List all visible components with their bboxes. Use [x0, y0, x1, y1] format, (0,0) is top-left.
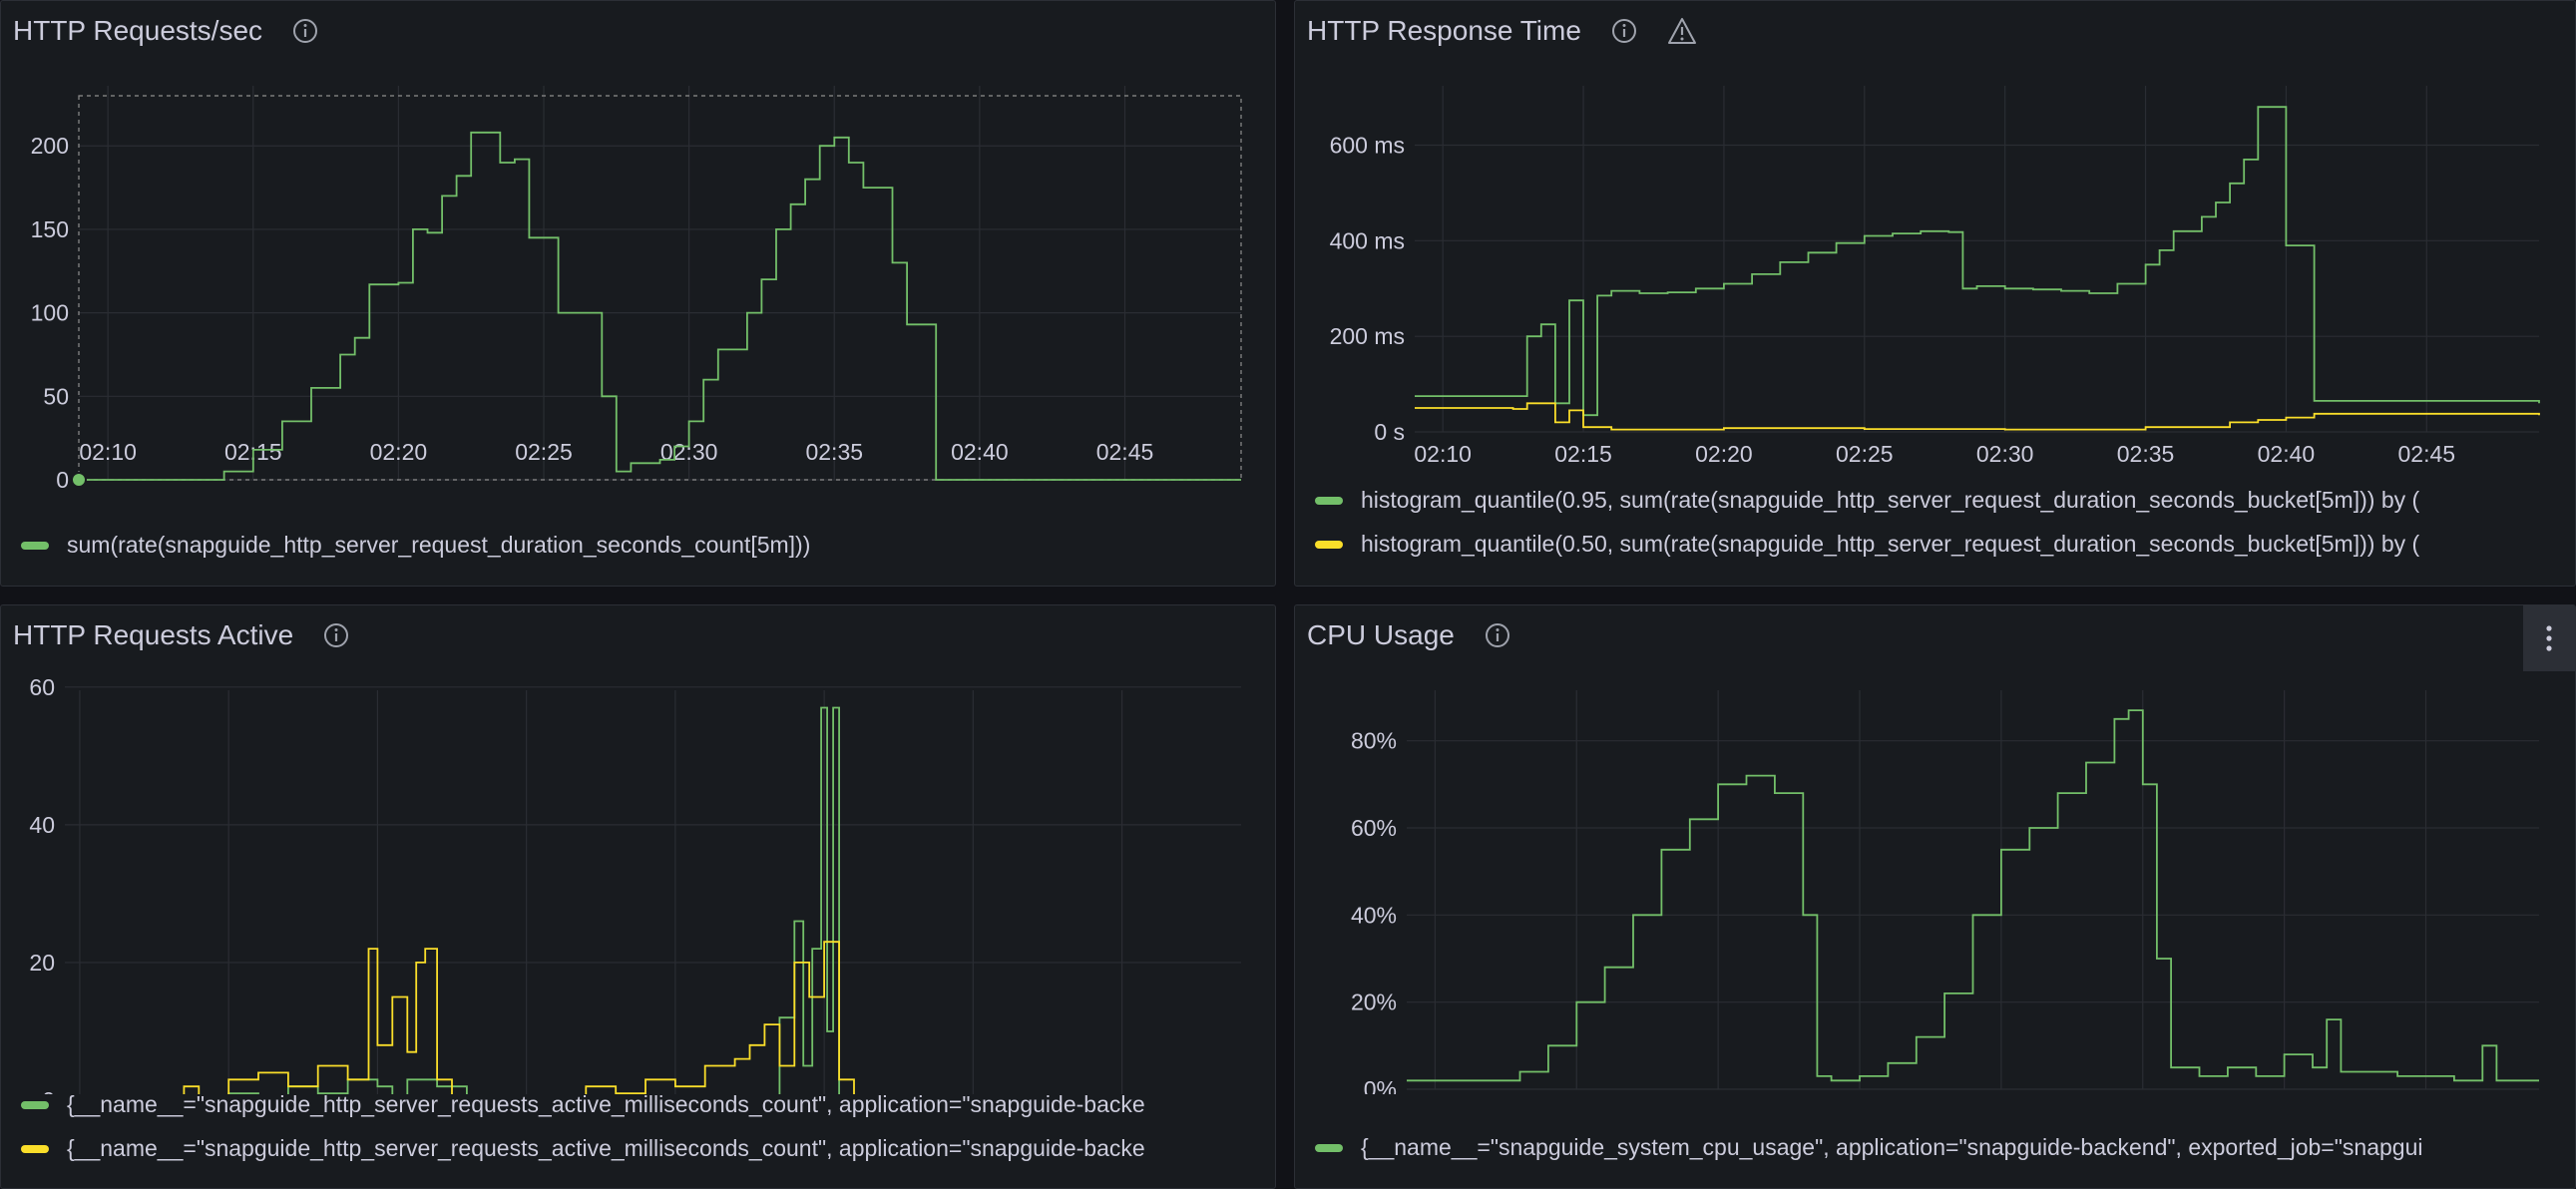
x-tick-label: 02:20 — [1695, 441, 1753, 467]
x-tick-label: 02:45 — [1096, 439, 1154, 465]
legend: {__name__="snapguide_system_cpu_usage", … — [1295, 1134, 2575, 1170]
legend-item[interactable]: histogram_quantile(0.95, sum(rate(snapgu… — [1315, 487, 2419, 514]
series-line-0[interactable] — [1415, 106, 2540, 417]
legend-label: histogram_quantile(0.50, sum(rate(snapgu… — [1361, 531, 2420, 557]
panel-header[interactable]: HTTP Requests Active — [1, 605, 1275, 665]
series-swatch — [21, 1100, 49, 1109]
y-tick-label: 0 — [56, 467, 69, 490]
y-tick-label: 50 — [43, 383, 69, 409]
legend: sum(rate(snapguide_http_server_request_d… — [1, 532, 1275, 568]
legend-label: {__name__="snapguide_system_cpu_usage", … — [1361, 1134, 2423, 1160]
series-swatch — [21, 541, 49, 550]
menu-icon — [2546, 625, 2552, 651]
info-icon[interactable] — [292, 18, 318, 44]
y-tick-label: 150 — [31, 216, 69, 242]
series-swatch — [1315, 540, 1343, 549]
panel-http-requests-active[interactable]: HTTP Requests Active 020406002:1002:1502… — [0, 604, 1276, 1189]
info-icon[interactable] — [1611, 18, 1637, 44]
series-line-0[interactable] — [79, 131, 1241, 481]
x-tick-label: 02:10 — [79, 439, 137, 465]
y-tick-label: 40 — [29, 812, 55, 838]
y-tick-label: 0 — [42, 1087, 55, 1094]
chart-cpu-usage[interactable]: 0%20%40%60%80%02:1002:1502:2002:2502:300… — [1295, 665, 2575, 1094]
series-line-0[interactable] — [1407, 709, 2539, 1082]
legend-label: {__name__="snapguide_http_server_request… — [67, 1091, 1145, 1117]
series-swatch — [21, 1144, 49, 1153]
panel-title: HTTP Requests/sec — [13, 15, 263, 46]
panel-header[interactable]: CPU Usage — [1295, 605, 2575, 665]
warning-icon[interactable] — [1667, 17, 1697, 45]
series-swatch — [1315, 496, 1343, 505]
panel-header[interactable]: HTTP Requests/sec — [1, 1, 1275, 61]
legend: histogram_quantile(0.95, sum(rate(snapgu… — [1295, 487, 2575, 567]
y-tick-label: 0 s — [1374, 419, 1405, 445]
legend-item[interactable]: sum(rate(snapguide_http_server_request_d… — [21, 532, 810, 559]
chart-http-requests-active[interactable]: 020406002:1002:1502:2002:2502:3002:3502:… — [1, 665, 1275, 1094]
x-tick-label: 02:10 — [1414, 441, 1472, 467]
y-tick-label: 100 — [31, 300, 69, 326]
series-swatch — [1315, 1143, 1343, 1152]
x-tick-label: 02:20 — [370, 439, 428, 465]
legend: {__name__="snapguide_http_server_request… — [1, 1091, 1275, 1171]
legend-item[interactable]: {__name__="snapguide_system_cpu_usage", … — [1315, 1134, 2422, 1161]
y-tick-label: 40% — [1351, 902, 1397, 928]
x-tick-label: 02:30 — [1976, 441, 2034, 467]
panel-menu-button[interactable] — [2523, 605, 2575, 671]
legend-label: histogram_quantile(0.95, sum(rate(snapgu… — [1361, 487, 2420, 513]
x-tick-label: 02:40 — [2258, 441, 2316, 467]
x-tick-label: 02:40 — [951, 439, 1009, 465]
y-tick-label: 20% — [1351, 990, 1397, 1015]
hover-point — [71, 472, 87, 488]
panel-http-requests-sec[interactable]: HTTP Requests/sec 0 50 100 150 200 02:10 02:15… — [0, 0, 1276, 587]
y-tick-label: 200 — [31, 133, 69, 159]
y-tick-label: 200 ms — [1330, 323, 1405, 349]
y-tick-label: 0% — [1364, 1076, 1397, 1094]
hover-crosshair-box — [78, 95, 1242, 481]
series-line-1[interactable] — [65, 941, 1241, 1094]
panel-cpu-usage[interactable]: CPU Usage 0%20%40%60%80%02:1002:1502:200… — [1294, 604, 2576, 1189]
y-tick-label: 60 — [29, 674, 55, 700]
info-icon[interactable] — [1485, 622, 1510, 648]
x-tick-label: 02:35 — [805, 439, 863, 465]
legend-label: sum(rate(snapguide_http_server_request_d… — [67, 532, 811, 558]
panel-header[interactable]: HTTP Response Time — [1295, 1, 2575, 61]
x-tick-label: 02:15 — [1554, 441, 1612, 467]
x-tick-label: 02:45 — [2398, 441, 2456, 467]
y-tick-label: 400 ms — [1330, 227, 1405, 253]
chart-http-response-time[interactable]: 0 s 200 ms 400 ms 600 ms 02:10 02:15 02:20 02:2… — [1295, 61, 2575, 490]
y-tick-label: 60% — [1351, 815, 1397, 841]
panel-title: CPU Usage — [1307, 619, 1455, 650]
y-tick-label: 80% — [1351, 728, 1397, 754]
legend-item[interactable]: {__name__="snapguide_http_server_request… — [21, 1091, 1145, 1118]
y-tick-label: 600 ms — [1330, 133, 1405, 159]
x-tick-label: 02:35 — [2117, 441, 2175, 467]
legend-label: {__name__="snapguide_http_server_request… — [67, 1135, 1145, 1161]
legend-item[interactable]: {__name__="snapguide_http_server_request… — [21, 1135, 1145, 1162]
series-line-0[interactable] — [65, 706, 1241, 1095]
panel-title: HTTP Response Time — [1307, 15, 1581, 46]
y-tick-label: 20 — [29, 950, 55, 976]
series-line-1[interactable] — [1415, 402, 2540, 431]
panel-title: HTTP Requests Active — [13, 619, 294, 650]
info-icon[interactable] — [323, 622, 349, 648]
legend-item[interactable]: histogram_quantile(0.50, sum(rate(snapgu… — [1315, 531, 2419, 558]
panel-http-response-time[interactable]: HTTP Response Time 0 s 200 ms 400 ms 600 ms… — [1294, 0, 2576, 587]
x-tick-label: 02:25 — [1836, 441, 1894, 467]
x-tick-label: 02:25 — [515, 439, 573, 465]
